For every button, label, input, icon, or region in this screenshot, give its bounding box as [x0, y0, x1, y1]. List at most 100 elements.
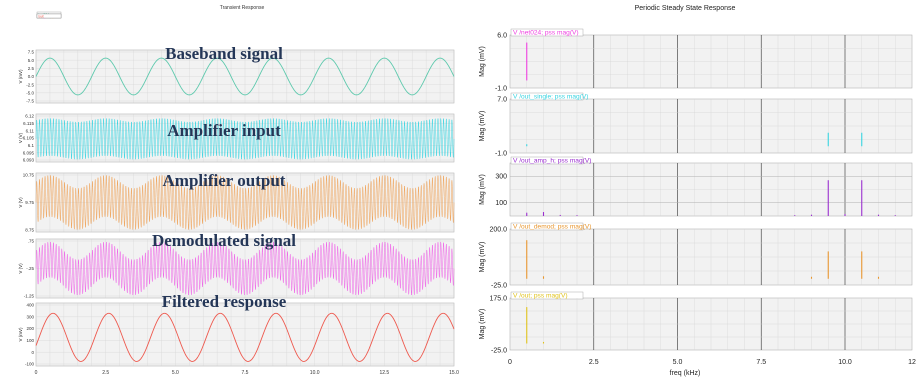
transient-chart: /net0247.55.02.50.0-2.5-5.0-7.5V (mV)Bas…: [18, 11, 459, 376]
y-tick-label: 300: [26, 314, 34, 319]
minor-gridlines: [510, 298, 912, 350]
y-tick-label: -.25: [26, 266, 34, 271]
series-line: [35, 241, 455, 296]
x-tick-label: 0: [35, 370, 38, 376]
y-tick-label: 400: [26, 303, 34, 308]
y-tick-label: 200.0: [489, 227, 507, 234]
trace-tab: [510, 28, 584, 37]
y-tick-label: -2.5: [26, 82, 34, 87]
pss-panel: V /net024; pss mag(V) 6.0 -1.0 Mag (mV): [479, 28, 913, 93]
x-tick-label: 12: [908, 359, 916, 366]
trace-tab: [510, 222, 584, 231]
y-tick-label: 9.75: [25, 200, 34, 205]
y-tick-label: 100: [495, 200, 507, 207]
y-tick-label: -1.25: [24, 294, 35, 299]
y-axis-label: V (V): [18, 132, 23, 143]
y-tick-label: 6.093: [23, 158, 35, 163]
x-tick-label: 2.5: [102, 370, 109, 376]
y-axis-label: Mag (mV): [479, 111, 486, 142]
y-axis-label: Mag (mV): [479, 242, 486, 273]
trace-tab-label: V /out_amp_h; pss mag(V): [513, 158, 591, 165]
y-tick-label: 0: [31, 350, 34, 355]
trace-tab-label: V /out; pss mag(V): [513, 293, 568, 300]
vertical-gridlines: [35, 303, 455, 366]
y-tick-label: 10.75: [23, 173, 35, 178]
trace-tab-label: V /out_demod; pss mag(V): [513, 224, 591, 231]
x-tick-label: 0: [508, 359, 512, 366]
y-tick-label: .75: [28, 239, 35, 244]
trace-tab-label: V /out_single; pss mag(V): [513, 94, 589, 101]
transient-panel: /out_single6.126.1156.116.1056.16.0956.0…: [18, 13, 455, 163]
pss-x-axis-label: freq (kHz): [670, 370, 701, 377]
y-tick-label: 6.0: [497, 33, 507, 40]
transient-panel: /net0247.55.02.50.0-2.5-5.0-7.5V (mV)Bas…: [18, 11, 455, 104]
y-axis-label: Mag (mV): [479, 309, 486, 340]
vertical-gridlines: [35, 173, 455, 232]
y-axis-label: V (mV): [18, 327, 23, 342]
y-tick-label: 7.5: [28, 50, 35, 55]
pss-title: Periodic Steady State Response: [635, 5, 736, 12]
y-tick-label: 7.0: [497, 97, 507, 104]
x-tick-label: 2.5: [589, 359, 599, 366]
trace-tab: [36, 13, 62, 19]
pss-panel: V /out_amp_h; pss mag(V) 300 100 Mag (mV): [479, 156, 913, 217]
y-tick-label: 6.12: [25, 114, 34, 119]
series-line: [35, 118, 455, 160]
y-tick-label: 300: [495, 174, 507, 181]
y-tick-label: 100: [26, 338, 34, 343]
y-tick-label: -25.0: [491, 283, 507, 290]
x-tick-label: 10.0: [838, 359, 852, 366]
transient-panel: /out_demod.75-.25-1.25V (V)Demodulated s…: [18, 13, 455, 299]
x-tick-label: 5.0: [673, 359, 683, 366]
y-axis-label: Mag (mV): [479, 46, 486, 77]
pss-panel: V /out_demod; pss mag(V) 200.0 -25.0 Mag (m…: [479, 222, 913, 290]
y-tick-label: 6.095: [23, 150, 35, 155]
transient-title: Transient Response: [220, 5, 265, 11]
y-tick-label: 5.0: [28, 58, 35, 63]
pss-panel: V /out; pss mag(V) 175.0 -25.0 Mag (mV): [479, 291, 913, 355]
y-tick-label: -1.0: [495, 151, 507, 158]
x-tick-label: 7.5: [756, 359, 766, 366]
series-line: [35, 175, 455, 230]
overlay-label: Amplifier input: [167, 121, 281, 140]
x-tick-label: 5.0: [172, 370, 179, 376]
x-tick-label: 15.0: [449, 370, 459, 376]
pss-panel: V /out_single; pss mag(V) 7.0 -1.0 Mag (mV): [479, 92, 913, 158]
trace-tab: [510, 92, 584, 101]
series-line: [35, 312, 455, 362]
y-axis-label: V (V): [18, 263, 23, 274]
y-tick-label: -1.0: [495, 86, 507, 93]
y-axis-label: Mag (mV): [479, 174, 486, 205]
overlay-label: Baseband signal: [165, 44, 283, 63]
x-tick-label: 12.5: [379, 370, 389, 376]
y-tick-label: -7.5: [26, 99, 34, 104]
y-tick-label: 175.0: [489, 296, 507, 303]
x-tick-label: 10.0: [310, 370, 320, 376]
overlay-label: Demodulated signal: [152, 231, 296, 250]
transient-panel: /out_amp_h10.759.758.75V (V)Amplifier ou…: [18, 13, 455, 233]
y-tick-label: -5.0: [26, 90, 34, 95]
minor-gridlines: [510, 99, 912, 153]
minor-gridlines: [510, 229, 912, 285]
overlay-label: Amplifier output: [163, 171, 286, 190]
y-tick-label: 6.105: [23, 136, 35, 141]
y-tick-label: 200: [26, 326, 34, 331]
y-tick-label: -100: [25, 362, 35, 367]
y-axis-label: V (mV): [18, 69, 23, 84]
y-tick-label: 6.11: [26, 128, 35, 133]
y-tick-label: 2.5: [28, 66, 35, 71]
trace-tab: [510, 291, 584, 300]
transient-panel: /out 400 300 200 100 0 -100 V (mV) Filtered resp…: [18, 13, 455, 367]
y-axis-label: V (V): [18, 197, 23, 208]
overlay-label: Filtered response: [162, 292, 287, 311]
y-tick-label: 6.1: [28, 143, 35, 148]
trace-tab-label: V /net024; pss mag(V): [513, 30, 579, 37]
y-tick-label: 8.75: [25, 228, 34, 233]
y-tick-label: -25.0: [491, 348, 507, 355]
trace-tab: [510, 156, 584, 165]
y-tick-label: 6.115: [23, 121, 34, 126]
x-tick-label: 7.5: [242, 370, 249, 376]
y-tick-label: 0.0: [28, 74, 35, 79]
series-line: [35, 57, 455, 96]
